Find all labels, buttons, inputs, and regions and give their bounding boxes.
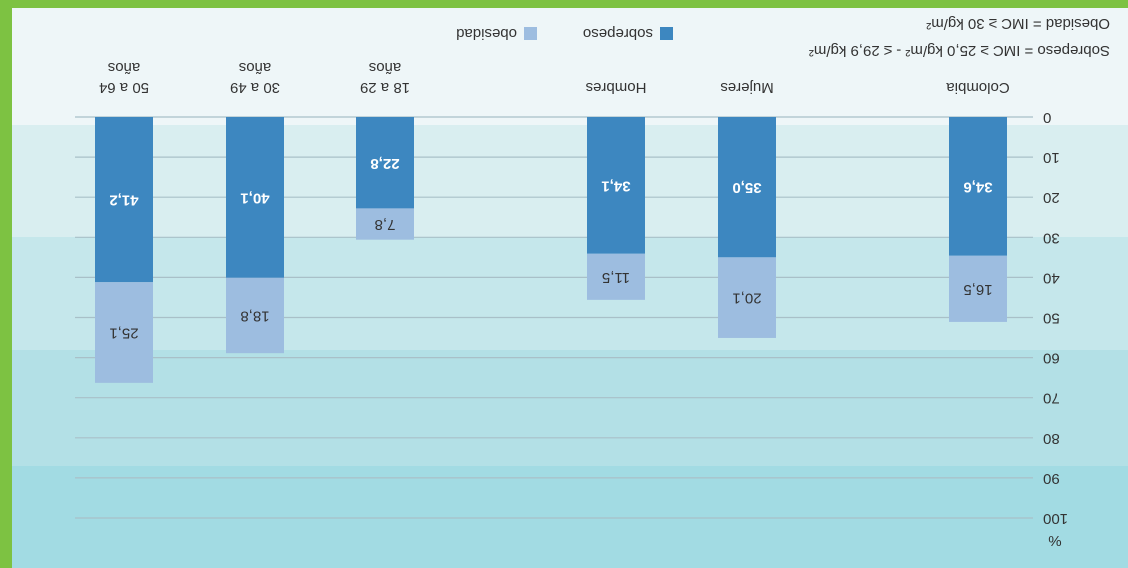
bar-segment <box>95 282 153 383</box>
bar-segment <box>226 277 284 354</box>
y-tick-label: 30 <box>1043 229 1060 246</box>
y-tick-label: 60 <box>1043 350 1060 367</box>
y-tick-label: 10 <box>1043 149 1060 166</box>
bar-segment <box>949 117 1007 256</box>
bar-segment <box>587 253 645 300</box>
value-label: 7,8 <box>375 216 396 233</box>
bar-segment <box>356 117 414 209</box>
annotation: Obesidad = IMC ≥ 30 kg/m² <box>926 15 1110 32</box>
bar-segment <box>226 117 284 278</box>
value-label: 34,6 <box>963 178 992 195</box>
band <box>12 8 1128 125</box>
y-tick-label: 80 <box>1043 430 1060 447</box>
legend-swatch <box>660 27 673 40</box>
value-label: 20,1 <box>732 290 761 307</box>
bar-segment <box>718 257 776 338</box>
y-axis-label: % <box>1048 532 1061 549</box>
value-label: 40,1 <box>240 189 269 206</box>
x-tick-label: 50 a 64años <box>99 59 149 96</box>
y-tick-label: 0 <box>1043 109 1051 126</box>
y-tick-label: 100 <box>1043 510 1068 527</box>
bar-segment <box>949 255 1007 322</box>
y-tick-label: 50 <box>1043 310 1060 327</box>
legend-swatch <box>524 27 537 40</box>
value-label: 34,1 <box>601 177 630 194</box>
value-label: 16,5 <box>963 281 992 298</box>
x-tick-label: Mujeres <box>720 79 773 96</box>
bar-segment <box>356 208 414 240</box>
bar-segment <box>718 117 776 258</box>
x-tick-label: 18 a 29años <box>360 59 410 96</box>
x-tick-label: Hombres <box>586 79 647 96</box>
bar-segment <box>95 117 153 283</box>
legend-label: obesidad <box>456 25 517 42</box>
bar-segment <box>587 117 645 254</box>
y-tick-label: 20 <box>1043 189 1060 206</box>
value-label: 25,1 <box>109 325 138 342</box>
annotation: Sobrepeso = IMC ≥ 25,0 kg/m² - ≤ 29,9 kg… <box>809 42 1110 59</box>
x-tick-label: Colombia <box>946 79 1010 96</box>
value-label: 11,5 <box>602 269 630 286</box>
y-tick-label: 40 <box>1043 269 1060 286</box>
value-label: 18,8 <box>240 308 269 325</box>
value-label: 35,0 <box>732 179 761 196</box>
legend-label: sobrepeso <box>583 25 653 42</box>
value-label: 41,2 <box>109 192 138 209</box>
x-tick-label: 30 a 49años <box>230 59 280 96</box>
value-label: 22,8 <box>370 155 399 172</box>
y-tick-label: 90 <box>1043 470 1060 487</box>
y-tick-label: 70 <box>1043 390 1060 407</box>
